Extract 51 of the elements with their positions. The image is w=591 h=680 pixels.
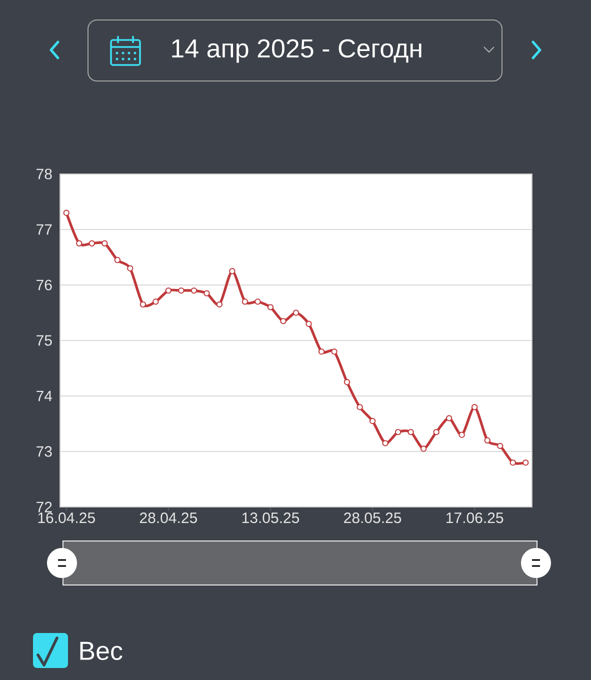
point bbox=[152, 298, 159, 305]
point bbox=[408, 428, 414, 436]
point bbox=[254, 298, 261, 305]
point bbox=[190, 287, 198, 294]
point bbox=[433, 428, 440, 436]
point bbox=[102, 240, 108, 246]
text: Вес bbox=[80, 642, 122, 660]
point bbox=[369, 418, 376, 424]
point bbox=[127, 265, 134, 272]
y-tick-label: 77 bbox=[36, 224, 52, 235]
y-tick-label: 76 bbox=[36, 280, 52, 290]
point bbox=[63, 210, 70, 216]
point bbox=[356, 404, 363, 410]
point bbox=[204, 290, 210, 296]
point bbox=[76, 240, 82, 246]
point bbox=[344, 379, 350, 386]
point bbox=[178, 287, 184, 294]
point bbox=[140, 301, 146, 308]
point bbox=[318, 348, 325, 355]
x-tick-label: 17.06.25 bbox=[446, 512, 504, 524]
point bbox=[510, 459, 516, 466]
point bbox=[471, 404, 478, 410]
point bbox=[446, 415, 452, 422]
point bbox=[484, 437, 490, 444]
point bbox=[88, 240, 95, 246]
point bbox=[165, 287, 172, 294]
point bbox=[280, 318, 286, 324]
y-tick-label: 74 bbox=[36, 390, 52, 402]
point bbox=[497, 442, 504, 450]
x-tick-label: 13.05.25 bbox=[242, 512, 300, 524]
x-tick-label: 28.05.25 bbox=[344, 512, 402, 524]
y-tick-label: 72 bbox=[36, 502, 52, 512]
point bbox=[394, 428, 402, 436]
point bbox=[306, 320, 312, 327]
point bbox=[382, 440, 388, 446]
y-tick-label: 75 bbox=[36, 335, 52, 346]
point bbox=[216, 301, 223, 308]
x-tick-label: 28.04.25 bbox=[140, 512, 197, 524]
point bbox=[292, 310, 300, 316]
y-tick-label: 73 bbox=[36, 446, 52, 457]
x-tick-label: 16.04.25 bbox=[38, 512, 95, 524]
point bbox=[267, 304, 274, 310]
point bbox=[458, 432, 465, 438]
point bbox=[229, 268, 236, 274]
point bbox=[420, 446, 427, 452]
point bbox=[242, 298, 248, 305]
point bbox=[522, 459, 529, 466]
y-tick-label: 78 bbox=[36, 168, 52, 180]
point bbox=[331, 348, 338, 355]
chart-title: 14 апр 2025 - Сегодн bbox=[172, 39, 422, 63]
point bbox=[114, 256, 121, 264]
